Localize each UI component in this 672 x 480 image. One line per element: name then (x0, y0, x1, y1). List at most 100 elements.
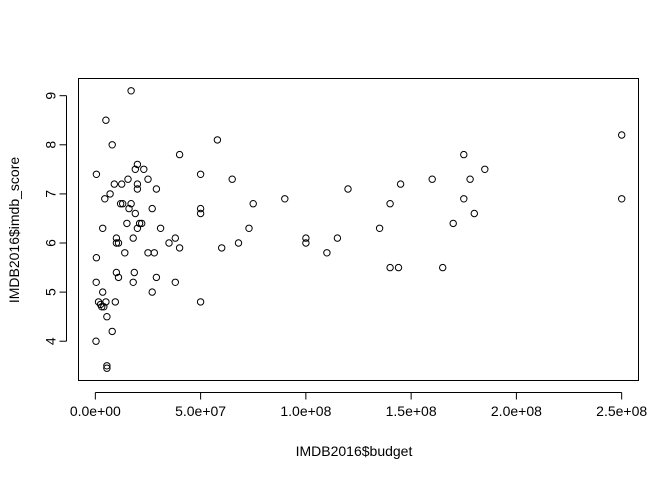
data-point (470, 209, 478, 218)
data-point (196, 170, 205, 179)
data-point (133, 180, 142, 188)
y-tick-label: 4 (43, 337, 59, 345)
data-point (103, 364, 111, 372)
data-point (110, 180, 119, 188)
data-point (196, 298, 205, 306)
data-point (171, 234, 180, 242)
data-point (386, 263, 394, 272)
data-point (394, 263, 403, 272)
data-point (460, 195, 468, 203)
data-point (114, 273, 123, 282)
data-point (150, 249, 159, 257)
data-point (133, 185, 142, 193)
data-point (98, 303, 106, 311)
data-point (99, 288, 107, 296)
data-point (112, 268, 121, 277)
data-point (302, 239, 310, 247)
data-point (103, 362, 111, 370)
data-point (140, 165, 148, 174)
data-point (323, 249, 331, 257)
y-tick-label: 7 (43, 190, 59, 198)
x-tick-label: 2.5e+08 (596, 403, 647, 419)
data-point (302, 234, 310, 242)
data-point (466, 175, 474, 183)
data-point (92, 337, 100, 345)
y-tick-label: 8 (43, 141, 59, 149)
data-point (131, 209, 140, 218)
data-point (218, 244, 226, 252)
data-point (138, 219, 146, 228)
data-point (281, 195, 289, 203)
data-point (112, 234, 121, 242)
data-point (108, 327, 116, 336)
data-point (344, 185, 352, 193)
data-point (460, 150, 468, 159)
data-point (133, 160, 142, 169)
x-tick-label: 2.0e+08 (491, 403, 542, 419)
data-point (428, 175, 436, 183)
data-point (175, 244, 184, 252)
data-point (92, 170, 101, 179)
data-point (102, 116, 110, 124)
data-point (101, 195, 109, 203)
data-point (333, 234, 342, 242)
data-point (99, 224, 107, 233)
x-tick-label: 1.0e+08 (280, 403, 331, 419)
data-point (156, 224, 165, 233)
data-point (481, 165, 489, 174)
x-tick-label: 1.5e+08 (386, 403, 437, 419)
data-point (111, 298, 120, 306)
data-point (449, 219, 457, 228)
y-axis-label: IMDB2016$imdb_score (6, 157, 22, 304)
data-point (124, 175, 132, 183)
data-point (228, 175, 236, 183)
data-point (106, 190, 114, 198)
data-point (116, 200, 125, 208)
data-point (100, 303, 108, 311)
data-point (129, 234, 137, 242)
data-point (165, 239, 173, 247)
data-point (234, 239, 243, 247)
y-axis: 4 5 6 7 8 9 (43, 92, 67, 345)
data-point (171, 278, 180, 286)
data-point (144, 249, 152, 257)
data-point (92, 278, 100, 286)
y-tick-label: 5 (43, 288, 59, 296)
data-point (196, 204, 205, 213)
data-point (92, 254, 101, 262)
data-point (127, 87, 135, 95)
y-tick-label: 9 (43, 92, 59, 100)
data-point (148, 288, 156, 296)
data-point (396, 180, 405, 188)
data-point (123, 219, 131, 228)
data-point (152, 273, 161, 282)
y-tick-label: 6 (43, 239, 59, 247)
data-point (152, 185, 161, 193)
data-point (133, 224, 142, 233)
data-point (131, 165, 140, 174)
data-point (129, 278, 137, 286)
data-point (144, 175, 152, 183)
x-axis-label: IMDB2016$budget (296, 443, 413, 459)
data-point (375, 224, 384, 233)
data-point (135, 219, 144, 228)
data-point (102, 298, 110, 306)
data-point (175, 150, 184, 159)
data-point (148, 204, 156, 213)
data-point (196, 209, 205, 218)
data-point (114, 239, 123, 247)
data-point (618, 195, 626, 203)
data-point (130, 268, 139, 277)
data-point (127, 200, 135, 208)
data-point (245, 224, 253, 233)
data-point (119, 200, 127, 208)
data-point (118, 180, 126, 188)
data-point (249, 200, 257, 208)
data-point (103, 313, 111, 321)
data-point (125, 204, 133, 213)
x-tick-label: 0.0e+00 (70, 403, 121, 419)
data-point (618, 131, 626, 139)
plot-box (78, 78, 639, 381)
data-point (121, 249, 129, 257)
